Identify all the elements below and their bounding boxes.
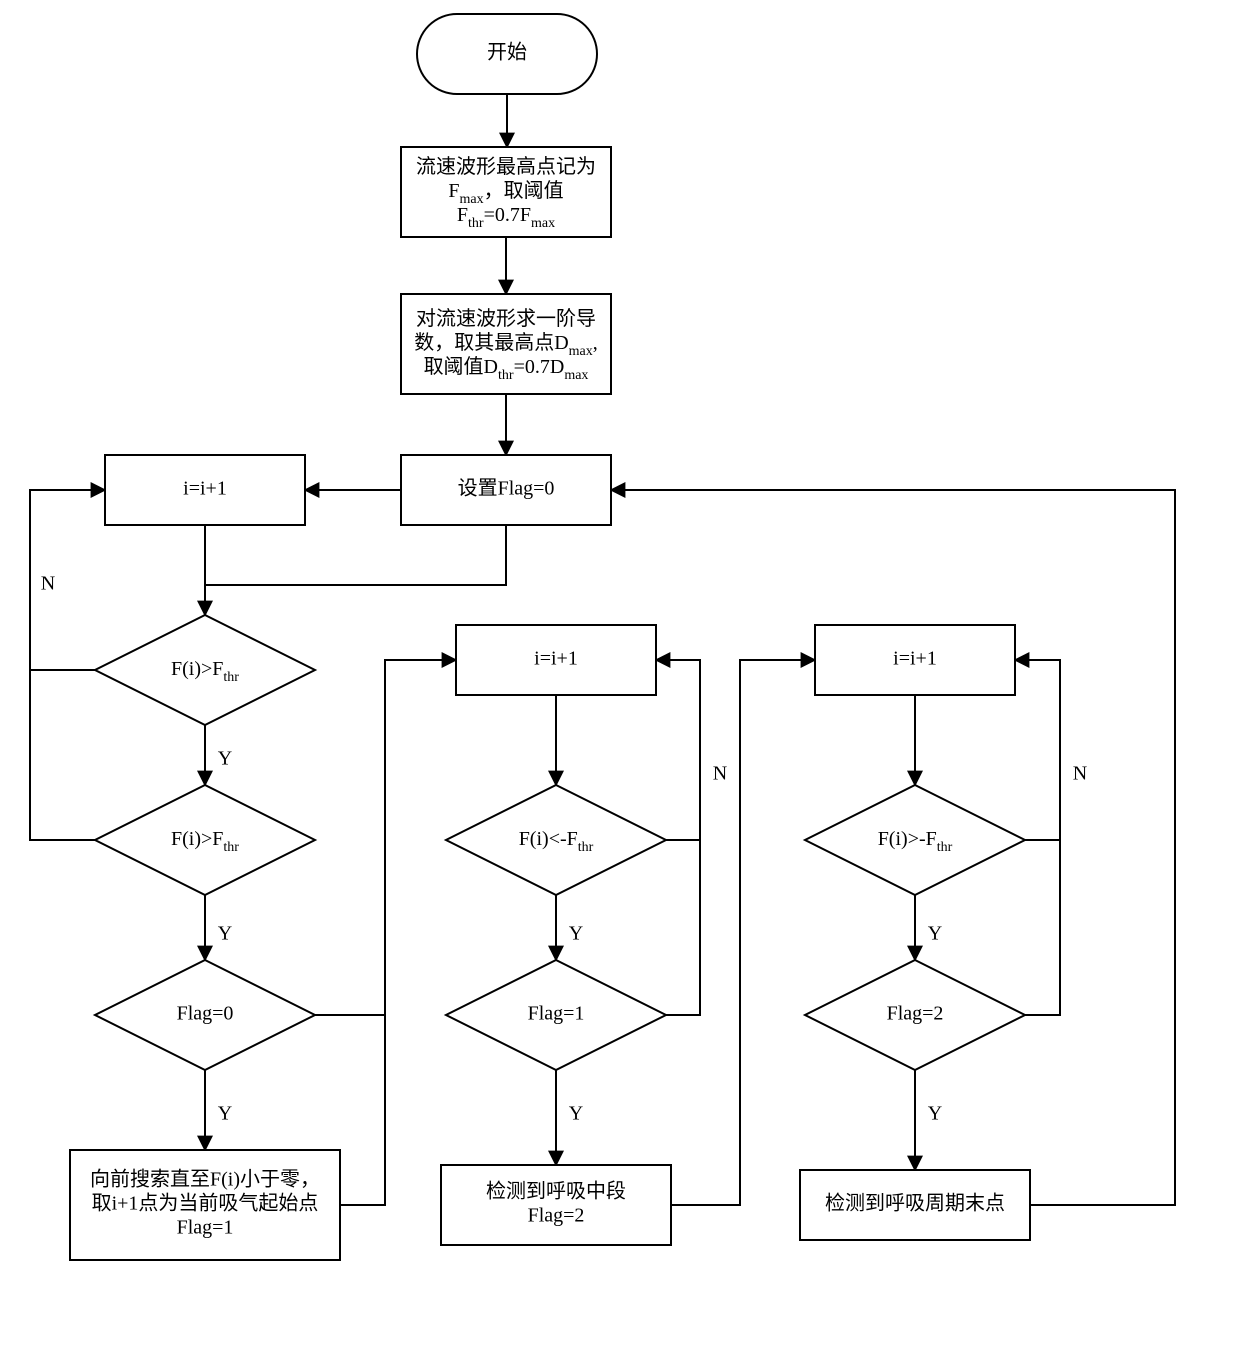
- flowchart-canvas: 开始流速波形最高点记为Fmax，取阈值Fthr=0.7Fmax 对流速波形求一阶导…: [0, 0, 1240, 1359]
- node-dec_c1: F(i)>-Fthr: [805, 785, 1025, 895]
- node-incr_mid: i=i+1: [456, 625, 656, 695]
- node-proc_a_end: 向前搜索直至F(i)小于零，取i+1点为当前吸气起始点Flag=1: [70, 1150, 340, 1260]
- svg-text:Flag=2: Flag=2: [887, 1003, 944, 1025]
- node-incr_left_top: i=i+1: [105, 455, 305, 525]
- svg-text:i=i+1: i=i+1: [893, 648, 937, 670]
- edge-setflag0-setflag0_down: [205, 525, 506, 585]
- svg-text:i=i+1: i=i+1: [183, 478, 227, 500]
- svg-text:检测到呼吸中段: 检测到呼吸中段: [486, 1180, 626, 1203]
- svg-text:取i+1点为当前吸气起始点: 取i+1点为当前吸气起始点: [92, 1192, 319, 1215]
- edge-label: Y: [218, 1103, 232, 1125]
- svg-text:设置Flag=0: 设置Flag=0: [458, 477, 555, 500]
- edge-label: N: [1073, 763, 1087, 785]
- edge-dec_c2-incr_right: [1025, 660, 1060, 1015]
- edge-label: N: [41, 573, 55, 595]
- node-start: 开始: [417, 14, 597, 94]
- node-setflag0: 设置Flag=0: [401, 455, 611, 525]
- edge-label: N: [713, 763, 727, 785]
- edge-dec_b2-incr_mid: [666, 660, 700, 1015]
- svg-text:向前搜索直至F(i)小于零，: 向前搜索直至F(i)小于零，: [90, 1168, 320, 1191]
- node-dec_b1: F(i)<-Fthr: [446, 785, 666, 895]
- svg-text:i=i+1: i=i+1: [534, 648, 578, 670]
- edge-proc_b_end-incr_right: [671, 660, 815, 1205]
- edge-label: Y: [569, 1103, 583, 1125]
- svg-text:Flag=1: Flag=1: [528, 1003, 585, 1025]
- edge-dec_a2-incr_left_top: [30, 490, 95, 840]
- node-dec_a1: F(i)>Fthr: [95, 615, 315, 725]
- node-dec_a2: F(i)>Fthr: [95, 785, 315, 895]
- node-dec_a3: Flag=0: [95, 960, 315, 1070]
- svg-text:检测到呼吸周期末点: 检测到呼吸周期末点: [825, 1192, 1005, 1215]
- node-proc_b_end: 检测到呼吸中段Flag=2: [441, 1165, 671, 1245]
- node-dec_b2: Flag=1: [446, 960, 666, 1070]
- edge-label: Y: [928, 923, 942, 945]
- node-dec_c2: Flag=2: [805, 960, 1025, 1070]
- svg-text:开始: 开始: [487, 41, 527, 64]
- svg-text:Flag=1: Flag=1: [177, 1217, 234, 1239]
- svg-text:对流速波形求一阶导: 对流速波形求一阶导: [416, 307, 596, 330]
- svg-text:Flag=0: Flag=0: [177, 1003, 234, 1025]
- edge-label: Y: [928, 1103, 942, 1125]
- node-proc2: 对流速波形求一阶导数，取其最高点Dmax,取阈值Dthr=0.7Dmax: [401, 294, 611, 394]
- svg-text:流速波形最高点记为: 流速波形最高点记为: [416, 155, 596, 178]
- edge-label: Y: [569, 923, 583, 945]
- edge-dec_c1-incr_right: [1015, 660, 1060, 840]
- edge-label: Y: [218, 748, 232, 770]
- svg-text:Flag=2: Flag=2: [528, 1205, 585, 1227]
- node-proc_c_end: 检测到呼吸周期末点: [800, 1170, 1030, 1240]
- node-proc1: 流速波形最高点记为Fmax，取阈值Fthr=0.7Fmax: [401, 147, 611, 237]
- node-incr_right: i=i+1: [815, 625, 1015, 695]
- edge-dec_b1-incr_mid: [656, 660, 700, 840]
- edge-label: Y: [218, 923, 232, 945]
- edge-proc_a_end-incr_mid: [340, 660, 385, 1205]
